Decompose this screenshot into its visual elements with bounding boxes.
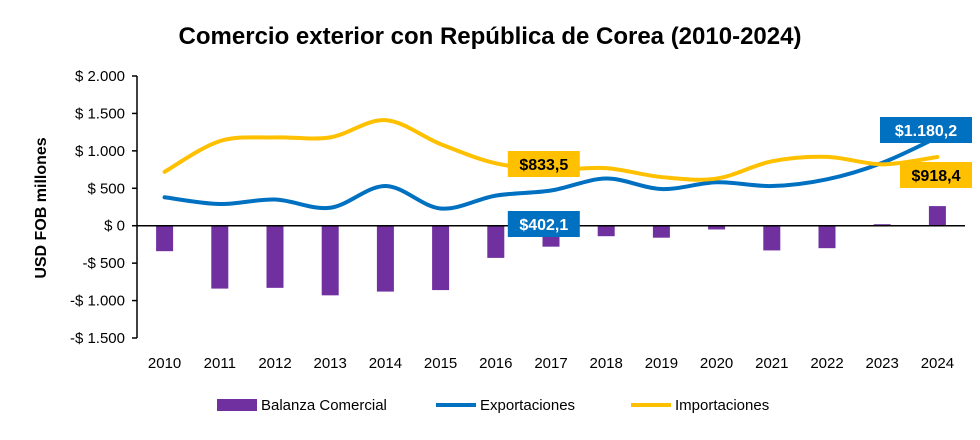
x-tick-label: 2018: [590, 355, 623, 372]
legend: Balanza Comercial Exportaciones Importacio…: [217, 397, 769, 414]
y-tick-label: $ 1.500: [75, 105, 125, 122]
x-tick-label: 2012: [258, 355, 291, 372]
y-tick-label: $ 2.000: [75, 68, 125, 85]
y-tick-label: -$ 500: [82, 255, 125, 272]
x-tick-label: 2015: [424, 355, 457, 372]
bar-balanza-comercial: [211, 225, 229, 289]
bar-balanza-comercial: [763, 225, 781, 251]
x-tick-label: 2010: [148, 355, 181, 372]
x-tick-label: 2023: [866, 355, 899, 372]
legend-swatch-balanza-comercial: [217, 399, 257, 411]
x-tick-label: 2017: [534, 355, 567, 372]
bar-balanza-comercial: [597, 225, 615, 237]
bar-balanza-comercial: [266, 225, 284, 288]
callout-label: $833,5: [519, 157, 568, 174]
bar-balanza-comercial: [928, 206, 946, 226]
bar-balanza-comercial: [487, 225, 505, 258]
x-tick-label: 2014: [369, 355, 402, 372]
callout-box: [507, 211, 580, 237]
bar-balanza-comercial: [156, 225, 174, 252]
callout-label: $402,1: [519, 217, 568, 234]
callout-box: [507, 151, 580, 177]
y-axis-ticks: $ 2.000 $ 1.500 $ 1.000 $ 500 $ 0 -$ 500 -$ 1.…: [70, 68, 137, 347]
x-axis-ticks: 2010 2011 2012 2013 2014 2015 2016 2017 2018 2019…: [148, 355, 954, 372]
line-exportaciones: [162, 135, 940, 211]
x-tick-label: 2020: [700, 355, 733, 372]
callout-label: $1.180,2: [895, 123, 957, 140]
callout-box: [900, 162, 972, 188]
x-tick-label: 2016: [479, 355, 512, 372]
y-tick-label: -$ 1.500: [70, 330, 125, 347]
bar-balanza-comercial: [708, 225, 726, 230]
bar-series: [156, 206, 946, 296]
legend-label: Importaciones: [675, 397, 769, 414]
x-tick-label: 2019: [645, 355, 678, 372]
x-tick-label: 2022: [810, 355, 843, 372]
y-tick-label: $ 500: [87, 180, 125, 197]
x-tick-label: 2024: [921, 355, 954, 372]
y-tick-label: $ 0: [104, 218, 125, 235]
bar-balanza-comercial: [321, 225, 339, 296]
x-tick-label: 2013: [314, 355, 347, 372]
bar-balanza-comercial: [652, 225, 670, 238]
y-tick-label: -$ 1.000: [70, 293, 125, 310]
callout-box: [880, 117, 972, 143]
callout-label: $918,4: [912, 168, 961, 185]
y-axis-label: USD FOB millones: [33, 137, 50, 278]
chart-title: Comercio exterior con República de Corea…: [179, 23, 802, 50]
legend-label: Exportaciones: [480, 397, 575, 414]
data-callouts: $833,5 $402,1 $1.180,2 $918,4: [507, 117, 972, 237]
bar-balanza-comercial: [432, 225, 450, 291]
x-tick-label: 2021: [755, 355, 788, 372]
y-tick-label: $ 1.000: [75, 143, 125, 160]
bar-balanza-comercial: [818, 225, 836, 249]
legend-label: Balanza Comercial: [261, 397, 387, 414]
bar-balanza-comercial: [376, 225, 394, 292]
x-tick-label: 2011: [204, 355, 236, 372]
